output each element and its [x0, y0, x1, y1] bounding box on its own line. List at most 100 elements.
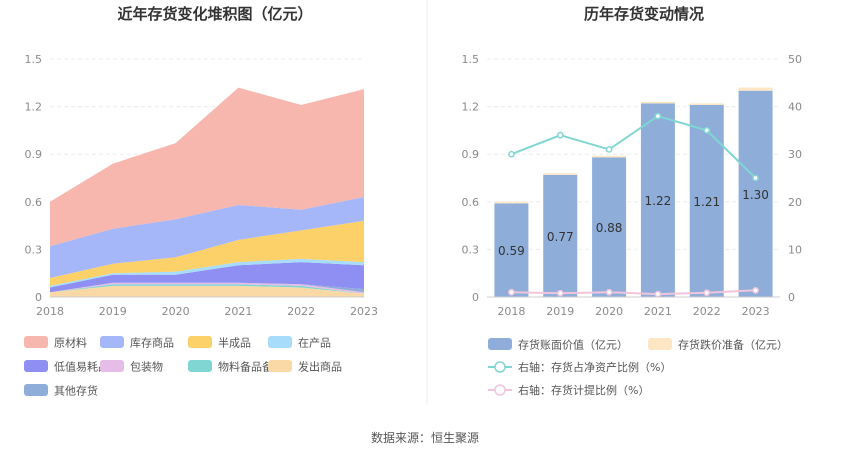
bar-data-label: 1.22	[645, 194, 672, 208]
x-tick-label: 2019	[546, 305, 574, 318]
bar-book-value	[738, 90, 773, 297]
legend-swatch-provision	[648, 338, 672, 350]
net-asset-ratio-line	[511, 115, 757, 179]
y-tick-label: 0.9	[25, 148, 43, 161]
legend-marker-net-asset-ratio	[494, 361, 506, 373]
legend-label-book-value: 存货账面价值（亿元）	[518, 338, 628, 352]
stacked-area-title: 近年存货变化堆积图（亿元）	[117, 5, 312, 23]
legend-swatch-半成品	[188, 336, 212, 348]
x-tick-label: 2022	[693, 305, 721, 318]
x-tick-label: 2023	[350, 305, 378, 318]
y-tick-label: 1.2	[462, 101, 480, 114]
legend-label-发出商品: 发出商品	[298, 360, 342, 374]
net-asset-ratio-point	[556, 131, 564, 139]
bar-book-value	[543, 174, 578, 297]
y2-tick-label: 10	[788, 243, 802, 256]
legend-marker-provision-ratio	[494, 384, 506, 396]
net-asset-ratio-point	[654, 112, 662, 120]
y2-tick-label: 30	[788, 148, 802, 161]
bar-book-value	[689, 105, 724, 297]
legend-label-在产品: 在产品	[298, 336, 331, 350]
y-tick-label: 0.3	[462, 243, 480, 256]
y-tick-label: 1.5	[25, 53, 43, 66]
area-series-物料备品备件	[50, 284, 364, 294]
provision-ratio-point	[752, 286, 759, 294]
area-series-低值易耗品	[50, 262, 364, 293]
stacked-area-chart: 0 0.3 0.6 0.9 1.2 1.5 2018 2019 2020 2021 2022 2023	[25, 53, 379, 318]
net-asset-ratio-point	[605, 146, 613, 153]
provision-ratio-point	[508, 288, 515, 296]
x-tick-label: 2023	[742, 305, 770, 318]
legend-swatch-在产品	[268, 336, 292, 348]
bar-book-value	[592, 157, 627, 297]
legend-swatch-原材料	[24, 336, 48, 348]
legend-swatch-物料备品备件	[188, 360, 212, 372]
legend-swatch-库存商品	[100, 336, 124, 348]
x-tick-label: 2019	[99, 305, 127, 318]
y-tick-label: 0	[35, 291, 42, 304]
provision-ratio-point	[654, 290, 662, 298]
legend-label-provision: 存货跌价准备（亿元）	[678, 338, 788, 352]
area-series-包装物	[50, 282, 364, 294]
x-tick-label: 2021	[644, 305, 672, 318]
legend-swatch-book-value	[488, 338, 512, 350]
legend-swatch-发出商品	[268, 360, 292, 372]
legend-swatch-低值易耗品	[24, 360, 48, 372]
legend-label-半成品: 半成品	[218, 336, 251, 350]
bar-provision	[592, 155, 627, 158]
bar-book-value	[640, 103, 675, 297]
bar-data-label: 1.30	[742, 188, 769, 202]
bar-provision	[494, 201, 529, 204]
legend-label-低值易耗品: 低值易耗品	[54, 361, 109, 374]
x-tick-label: 2020	[162, 305, 190, 318]
y-tick-label: 1.2	[25, 101, 43, 114]
data-source: 数据来源：恒生聚源	[371, 430, 479, 445]
bar-book-value	[494, 203, 529, 297]
bar-provision	[689, 103, 724, 106]
area-series-发出商品	[50, 285, 364, 297]
inventory-bar-legend: 存货账面价值（亿元） 存货跌价准备（亿元） 右轴：存货占净资产比例（%） 右轴：存货计…	[488, 338, 788, 397]
inventory-change-title: 历年存货变动情况	[584, 5, 704, 23]
x-tick-label: 2018	[36, 305, 64, 318]
x-tick-label: 2020	[595, 305, 623, 318]
net-asset-ratio-point	[508, 150, 515, 158]
y2-tick-label: 20	[788, 196, 802, 209]
legend-label-物料备品备件: 物料备品备件	[218, 360, 284, 374]
bar-provision	[640, 101, 675, 104]
y2-tick-label: 0	[788, 291, 795, 304]
y-tick-label: 0.6	[462, 196, 480, 209]
provision-ratio-line	[511, 289, 756, 296]
y2-tick-label: 40	[788, 101, 802, 114]
bar-provision	[738, 87, 773, 91]
inventory-bar-chart: 0 0.3 0.6 0.9 1.2 1.5 0 10 20 30 40 50 2018 2019 2020 2…	[462, 53, 803, 318]
y-tick-label: 0.3	[25, 243, 43, 256]
y-tick-label: 0.9	[462, 148, 480, 161]
x-tick-label: 2021	[224, 305, 252, 318]
x-tick-label: 2018	[497, 305, 525, 318]
area-series-半成品	[50, 220, 364, 286]
bar-data-label: 0.88	[596, 221, 623, 235]
bar-data-label: 0.77	[547, 230, 574, 244]
provision-ratio-point	[703, 289, 711, 297]
area-series-库存商品	[50, 197, 364, 278]
provision-ratio-point	[556, 289, 564, 297]
net-asset-ratio-point	[703, 127, 711, 134]
legend-swatch-包装物	[100, 360, 124, 372]
legend-label-provision-ratio: 右轴：存货计提比例（%）	[518, 383, 649, 397]
legend-label-其他存货: 其他存货	[54, 384, 98, 398]
bar-provision	[543, 173, 578, 175]
legend-swatch-其他存货	[24, 384, 48, 396]
provision-ratio-point	[605, 288, 613, 296]
legend-label-原材料: 原材料	[54, 336, 87, 350]
y-tick-label: 1.5	[462, 53, 480, 66]
y-tick-label: 0.6	[25, 196, 43, 209]
net-asset-ratio-point	[752, 174, 759, 182]
bar-data-label: 1.21	[693, 195, 720, 209]
bar-data-label: 0.59	[498, 244, 525, 258]
legend-label-net-asset-ratio: 右轴：存货占净资产比例（%）	[518, 360, 671, 374]
area-series-原材料	[50, 87, 364, 247]
legend-label-包装物: 包装物	[130, 360, 163, 374]
legend-label-库存商品: 库存商品	[130, 336, 174, 350]
